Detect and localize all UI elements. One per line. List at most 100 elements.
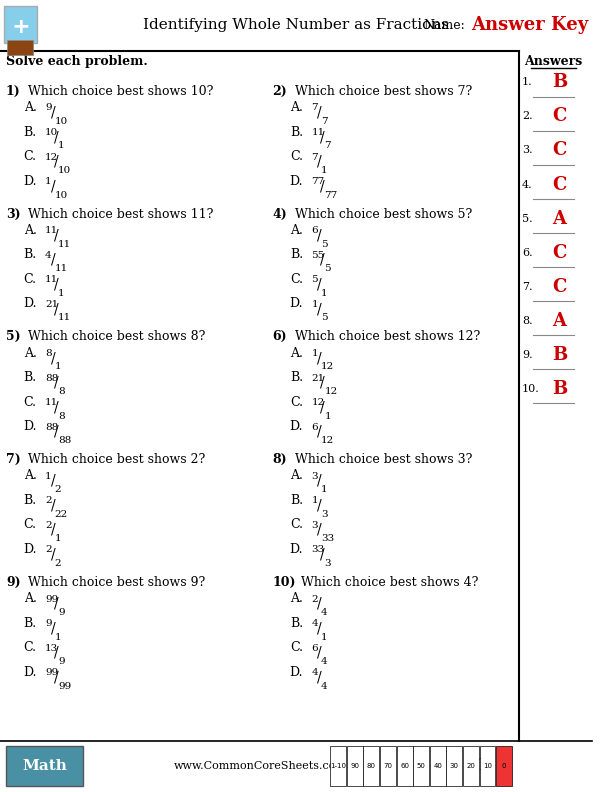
Text: 20: 20 (466, 763, 476, 769)
Text: 7): 7) (6, 453, 21, 466)
Text: 6: 6 (312, 644, 318, 653)
Text: 1: 1 (321, 485, 328, 494)
Text: /: / (317, 670, 322, 684)
Text: 10): 10) (272, 576, 296, 588)
Text: 9): 9) (6, 576, 21, 588)
Text: /: / (317, 596, 322, 611)
Text: 9: 9 (58, 657, 65, 666)
Text: 11: 11 (312, 128, 324, 137)
Text: 3: 3 (312, 472, 318, 481)
Text: B.: B. (24, 249, 37, 261)
Text: C.: C. (290, 396, 303, 409)
Text: 9.: 9. (522, 350, 533, 360)
Text: 5.: 5. (522, 214, 533, 223)
Text: /: / (51, 547, 55, 562)
Text: 3: 3 (312, 521, 318, 530)
Text: 4: 4 (45, 251, 51, 260)
Text: 11: 11 (45, 227, 58, 235)
Text: A.: A. (290, 347, 303, 360)
Text: /: / (51, 179, 55, 193)
FancyBboxPatch shape (330, 746, 346, 786)
Text: 2): 2) (272, 85, 287, 97)
Text: /: / (317, 277, 322, 291)
FancyBboxPatch shape (7, 40, 33, 55)
Text: 8: 8 (58, 387, 65, 396)
Text: 5: 5 (324, 265, 331, 273)
Text: 4: 4 (312, 619, 318, 628)
Text: B.: B. (24, 617, 37, 630)
Text: 12: 12 (321, 363, 334, 371)
Text: 2: 2 (45, 521, 51, 530)
Text: 8: 8 (45, 349, 51, 358)
Text: Which choice best shows 3?: Which choice best shows 3? (295, 453, 472, 466)
Text: +: + (12, 17, 30, 37)
Text: 1): 1) (6, 85, 21, 97)
Text: D.: D. (23, 543, 37, 556)
Text: D.: D. (289, 421, 303, 433)
Text: Which choice best shows 8?: Which choice best shows 8? (28, 330, 206, 343)
Text: B.: B. (290, 617, 303, 630)
Text: 1: 1 (477, 757, 488, 775)
Text: 6: 6 (312, 227, 318, 235)
Text: 1: 1 (45, 177, 51, 186)
Text: 1: 1 (321, 166, 328, 175)
Text: 77: 77 (324, 191, 338, 200)
FancyBboxPatch shape (4, 6, 37, 43)
Text: 12: 12 (321, 436, 334, 445)
Text: Which choice best shows 10?: Which choice best shows 10? (28, 85, 214, 97)
FancyBboxPatch shape (446, 746, 462, 786)
Text: /: / (51, 253, 55, 267)
Text: 7.: 7. (522, 282, 532, 291)
Text: 9: 9 (45, 104, 51, 112)
Text: B.: B. (24, 371, 37, 384)
Text: C.: C. (24, 396, 37, 409)
Text: B: B (552, 74, 567, 91)
Text: 8: 8 (58, 412, 65, 421)
Text: 10: 10 (483, 763, 492, 769)
Text: A.: A. (24, 101, 37, 114)
Text: C: C (552, 176, 567, 193)
Text: 1: 1 (312, 349, 318, 358)
Text: /: / (51, 105, 55, 120)
Text: A.: A. (290, 592, 303, 605)
Text: /: / (54, 228, 59, 242)
FancyBboxPatch shape (413, 746, 429, 786)
Text: /: / (54, 154, 59, 169)
Text: /: / (54, 277, 59, 291)
Text: 3): 3) (6, 208, 21, 220)
Text: C.: C. (290, 642, 303, 654)
Text: /: / (54, 645, 59, 660)
Text: C: C (552, 108, 567, 125)
Text: www.CommonCoreSheets.com: www.CommonCoreSheets.com (174, 761, 347, 771)
Text: 21: 21 (45, 300, 58, 309)
Text: /: / (317, 523, 322, 537)
Text: D.: D. (289, 175, 303, 188)
Text: Answers: Answers (524, 55, 583, 68)
Text: C.: C. (290, 273, 303, 286)
Text: C.: C. (24, 150, 37, 163)
Text: 21: 21 (312, 374, 324, 383)
Text: B.: B. (290, 371, 303, 384)
Text: Which choice best shows 11?: Which choice best shows 11? (28, 208, 214, 220)
Text: 77: 77 (312, 177, 324, 186)
Text: 88: 88 (45, 423, 58, 432)
Text: /: / (317, 474, 322, 488)
Text: /: / (54, 596, 59, 611)
Text: 3.: 3. (522, 146, 533, 155)
Text: A.: A. (290, 101, 303, 114)
Text: /: / (54, 130, 59, 144)
Text: 12: 12 (312, 398, 324, 407)
Text: C.: C. (24, 519, 37, 531)
Text: B.: B. (290, 494, 303, 507)
Text: /: / (317, 105, 322, 120)
Text: /: / (320, 375, 325, 390)
Text: A.: A. (290, 470, 303, 482)
Text: D.: D. (289, 543, 303, 556)
Text: 7: 7 (312, 104, 318, 112)
Text: /: / (51, 621, 55, 635)
Text: A: A (553, 312, 567, 329)
Text: Which choice best shows 7?: Which choice best shows 7? (295, 85, 472, 97)
Text: 60: 60 (400, 763, 409, 769)
Text: /: / (54, 425, 59, 439)
Text: 30: 30 (450, 763, 459, 769)
